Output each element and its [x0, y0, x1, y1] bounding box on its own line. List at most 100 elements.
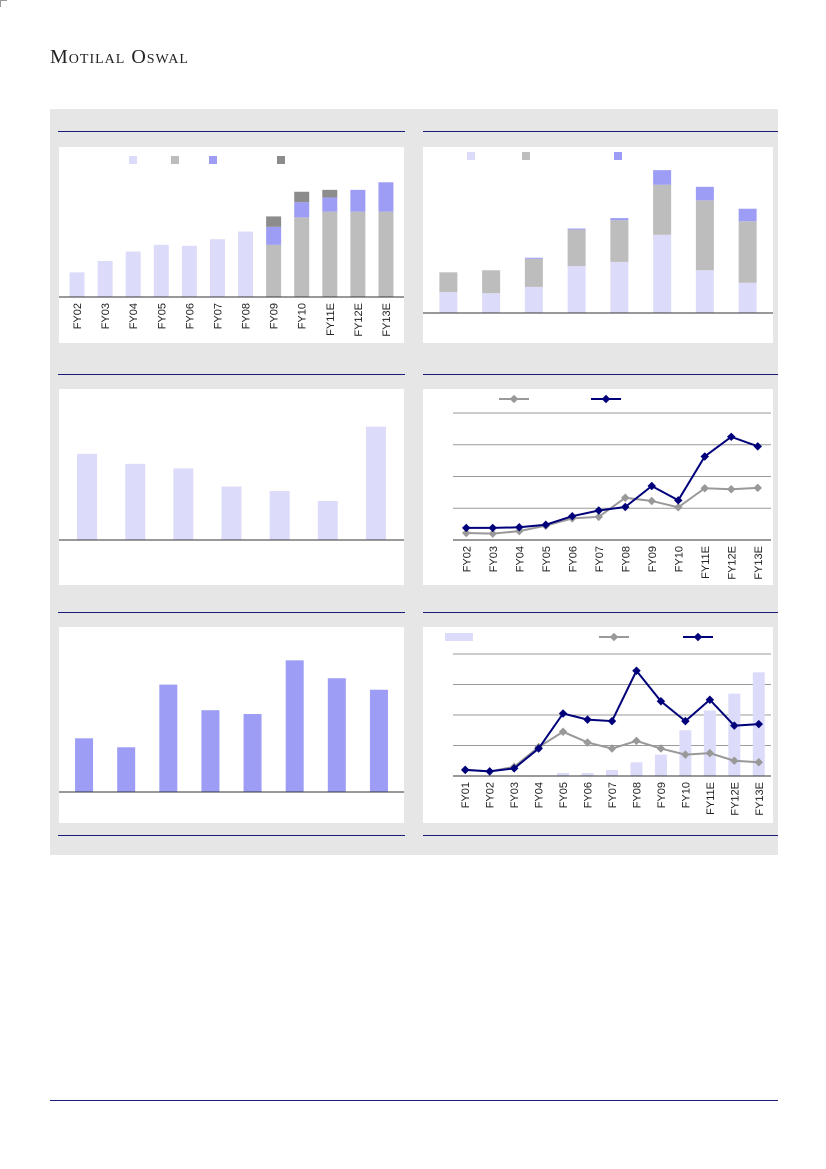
c6-point-s1-10 [705, 695, 715, 704]
c2-bar-s1-3 [567, 229, 586, 267]
c1-legend-swatch-2 [209, 156, 217, 164]
c4-point-s1-3 [541, 520, 550, 530]
c4-series-line-0 [466, 486, 758, 535]
c4-tick-label-8: FY10 [673, 546, 685, 572]
c1-bar-s2-9 [322, 197, 338, 212]
c6-bar-5 [581, 772, 594, 776]
c6-point-s1-5 [583, 715, 592, 724]
c5-bar-s0-2 [159, 684, 178, 792]
chart-3 [59, 389, 404, 585]
c6-point-s0-5 [583, 738, 592, 747]
c2-bar-s1-7 [738, 221, 757, 283]
chart-3-svg [59, 426, 404, 541]
c2-bar-s2-5 [653, 170, 672, 185]
c1-tick-label-7: FY09 [269, 303, 281, 329]
c2-bar-s1-0 [439, 272, 458, 293]
c1-bar-s0-1 [97, 260, 113, 297]
c4-tick-label-0: FY02 [461, 546, 473, 572]
c2-bar-s2-7 [738, 208, 757, 222]
c5-bar-s0-3 [201, 710, 220, 792]
c2-bar-s1-6 [695, 200, 714, 271]
c3-bar-s0-6 [365, 426, 386, 540]
rule-right-2 [423, 374, 778, 375]
c4-point-s0-10 [727, 484, 736, 494]
c2-bar-s0-6 [695, 270, 714, 313]
c6-bar-10 [703, 710, 716, 776]
c2-bar-s1-1 [482, 270, 501, 294]
c2-bar-s2-4 [610, 218, 629, 221]
c4-tick-label-10: FY12E [726, 546, 738, 580]
c1-bar-s0-3 [153, 244, 169, 297]
c4-tick-label-3: FY05 [541, 546, 553, 572]
c6-point-s0-10 [705, 748, 715, 758]
c6-point-s0-8 [656, 744, 666, 753]
c1-bar-s0-0 [69, 272, 85, 297]
c6-tick-label-12: FY13E [754, 782, 766, 816]
c2-bar-s1-2 [524, 258, 543, 287]
c6-point-s1-4 [558, 709, 568, 718]
c6-tick-label-6: FY07 [607, 782, 619, 808]
c6-tick-label-0: FY01 [460, 782, 472, 808]
c1-tick-label-4: FY06 [184, 303, 196, 329]
c1-bar-s0-4 [181, 245, 197, 297]
rule-right-1 [423, 131, 778, 132]
c1-tick-label-8: FY10 [297, 303, 309, 329]
c4-point-s0-0 [462, 528, 471, 538]
c4-legend-marker-0 [509, 394, 519, 404]
c6-point-s1-8 [656, 697, 666, 706]
chart-1-svg: FY02 FY03 FY04 FY05 FY06 FY07 FY08 FY09 FY10 FY11… [59, 156, 404, 337]
c5-bar-s0-6 [327, 678, 346, 792]
c6-bar-8 [654, 754, 667, 776]
c1-tick-label-11: FY13E [381, 303, 393, 337]
c6-point-s0-12 [754, 758, 764, 767]
c6-point-s1-0 [460, 765, 470, 775]
c4-point-s1-1 [488, 523, 497, 533]
c3-bar-s0-3 [221, 486, 242, 540]
c1-bar-s3-9 [322, 189, 338, 198]
c4-tick-label-2: FY04 [514, 546, 526, 572]
c1-bar-s0-6 [238, 231, 254, 297]
c1-bar-s1-7 [266, 244, 282, 297]
chart-5 [59, 627, 404, 823]
c2-bar-s0-3 [567, 266, 586, 313]
c5-bar-s0-7 [369, 689, 388, 792]
rule-left-2 [58, 374, 405, 375]
c6-legend-marker-1 [693, 632, 703, 642]
c4-point-s0-1 [488, 529, 497, 538]
c6-point-s1-1 [485, 767, 494, 776]
c6-tick-label-4: FY05 [558, 782, 570, 808]
c3-bar-s0-1 [125, 463, 146, 540]
chart-1: FY02 FY03 FY04 FY05 FY06 FY07 FY08 FY09 FY10 FY11… [59, 147, 404, 343]
footer-rule [50, 1100, 778, 1101]
c4-point-s0-7 [647, 496, 656, 506]
c3-bar-s0-5 [317, 501, 338, 540]
c6-tick-label-1: FY02 [485, 782, 497, 808]
c6-point-s1-9 [681, 716, 690, 726]
c1-bar-s2-8 [294, 202, 310, 218]
c6-bar-7 [630, 762, 643, 776]
c4-tick-label-9: FY11E [700, 546, 712, 579]
c2-legend-swatch-0 [467, 152, 475, 160]
c1-legend-swatch-1 [171, 156, 179, 164]
c4-point-s1-8 [674, 496, 683, 505]
c6-point-s1-7 [632, 666, 641, 676]
c4-point-s1-5 [594, 506, 603, 515]
c6-tick-label-2: FY03 [509, 782, 521, 808]
c4-point-s0-11 [753, 483, 762, 493]
c1-tick-label-10: FY12E [353, 303, 365, 337]
c1-bar-s1-9 [322, 211, 338, 297]
c4-point-s1-9 [700, 452, 709, 461]
c6-point-s1-6 [607, 716, 617, 726]
c1-legend-swatch-0 [129, 156, 137, 164]
c2-bar-s1-4 [610, 220, 629, 262]
c4-tick-label-7: FY09 [647, 546, 659, 572]
c3-bar-s0-0 [77, 453, 98, 540]
c6-tick-label-7: FY08 [631, 782, 643, 808]
brand-logo-text: Motilal Oswal [50, 46, 189, 68]
corner-crop-mark [0, 0, 7, 7]
c1-bar-s0-2 [125, 251, 141, 297]
c4-tick-label-4: FY06 [567, 546, 579, 572]
c3-bar-s0-4 [269, 491, 290, 540]
chart-2 [423, 147, 773, 343]
c1-tick-label-0: FY02 [72, 303, 84, 329]
